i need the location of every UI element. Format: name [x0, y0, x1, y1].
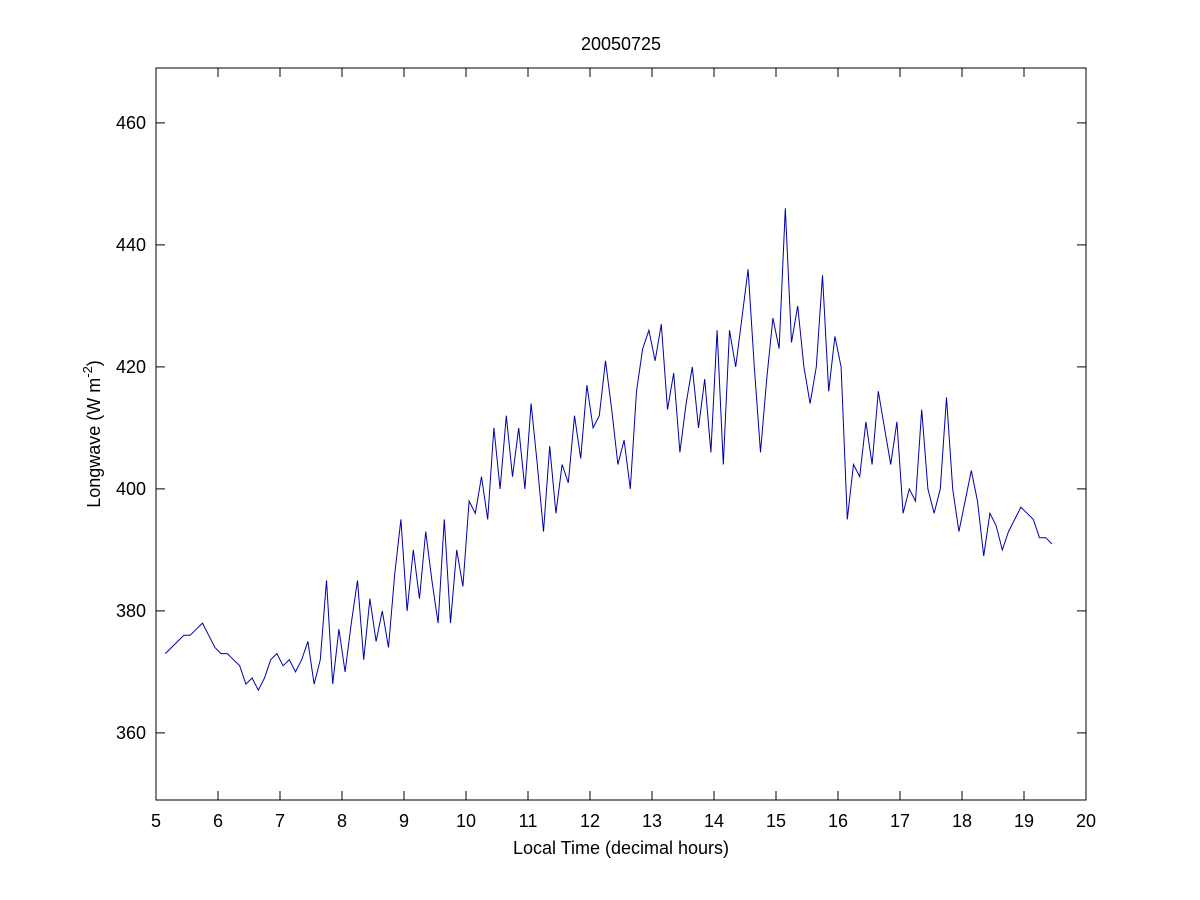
x-tick-label: 13: [642, 811, 662, 831]
x-tick-label: 11: [519, 811, 538, 831]
y-tick-label: 380: [116, 601, 146, 621]
y-tick-label: 420: [116, 357, 146, 377]
x-tick-label: 19: [1014, 811, 1034, 831]
x-tick-label: 5: [151, 811, 161, 831]
x-tick-label: 15: [766, 811, 786, 831]
y-tick-label: 400: [116, 479, 146, 499]
y-tick-label: 360: [116, 723, 146, 743]
x-tick-label: 18: [952, 811, 972, 831]
y-tick-label: 460: [116, 113, 146, 133]
x-tick-label: 7: [275, 811, 285, 831]
x-tick-label: 20: [1076, 811, 1096, 831]
x-tick-label: 8: [337, 811, 347, 831]
plot-frame: [155, 67, 1087, 801]
y-label-superscript: -2: [80, 366, 95, 378]
y-axis-label: Longwave (W m-2): [80, 360, 104, 508]
x-tick-label: 14: [704, 811, 724, 831]
x-tick-label: 12: [580, 811, 600, 831]
y-label-suffix: ): [84, 360, 104, 366]
x-tick-label: 10: [456, 811, 476, 831]
x-tick-label: 17: [890, 811, 910, 831]
x-tick-label: 6: [213, 811, 223, 831]
y-tick-label: 440: [116, 235, 146, 255]
x-tick-label: 9: [399, 811, 409, 831]
x-axis-label: Local Time (decimal hours): [513, 838, 729, 858]
data-line: [164, 208, 1053, 692]
x-tick-label: 16: [828, 811, 848, 831]
chart-title: 20050725: [581, 34, 661, 54]
y-label-text: Longwave (W m: [84, 378, 104, 508]
